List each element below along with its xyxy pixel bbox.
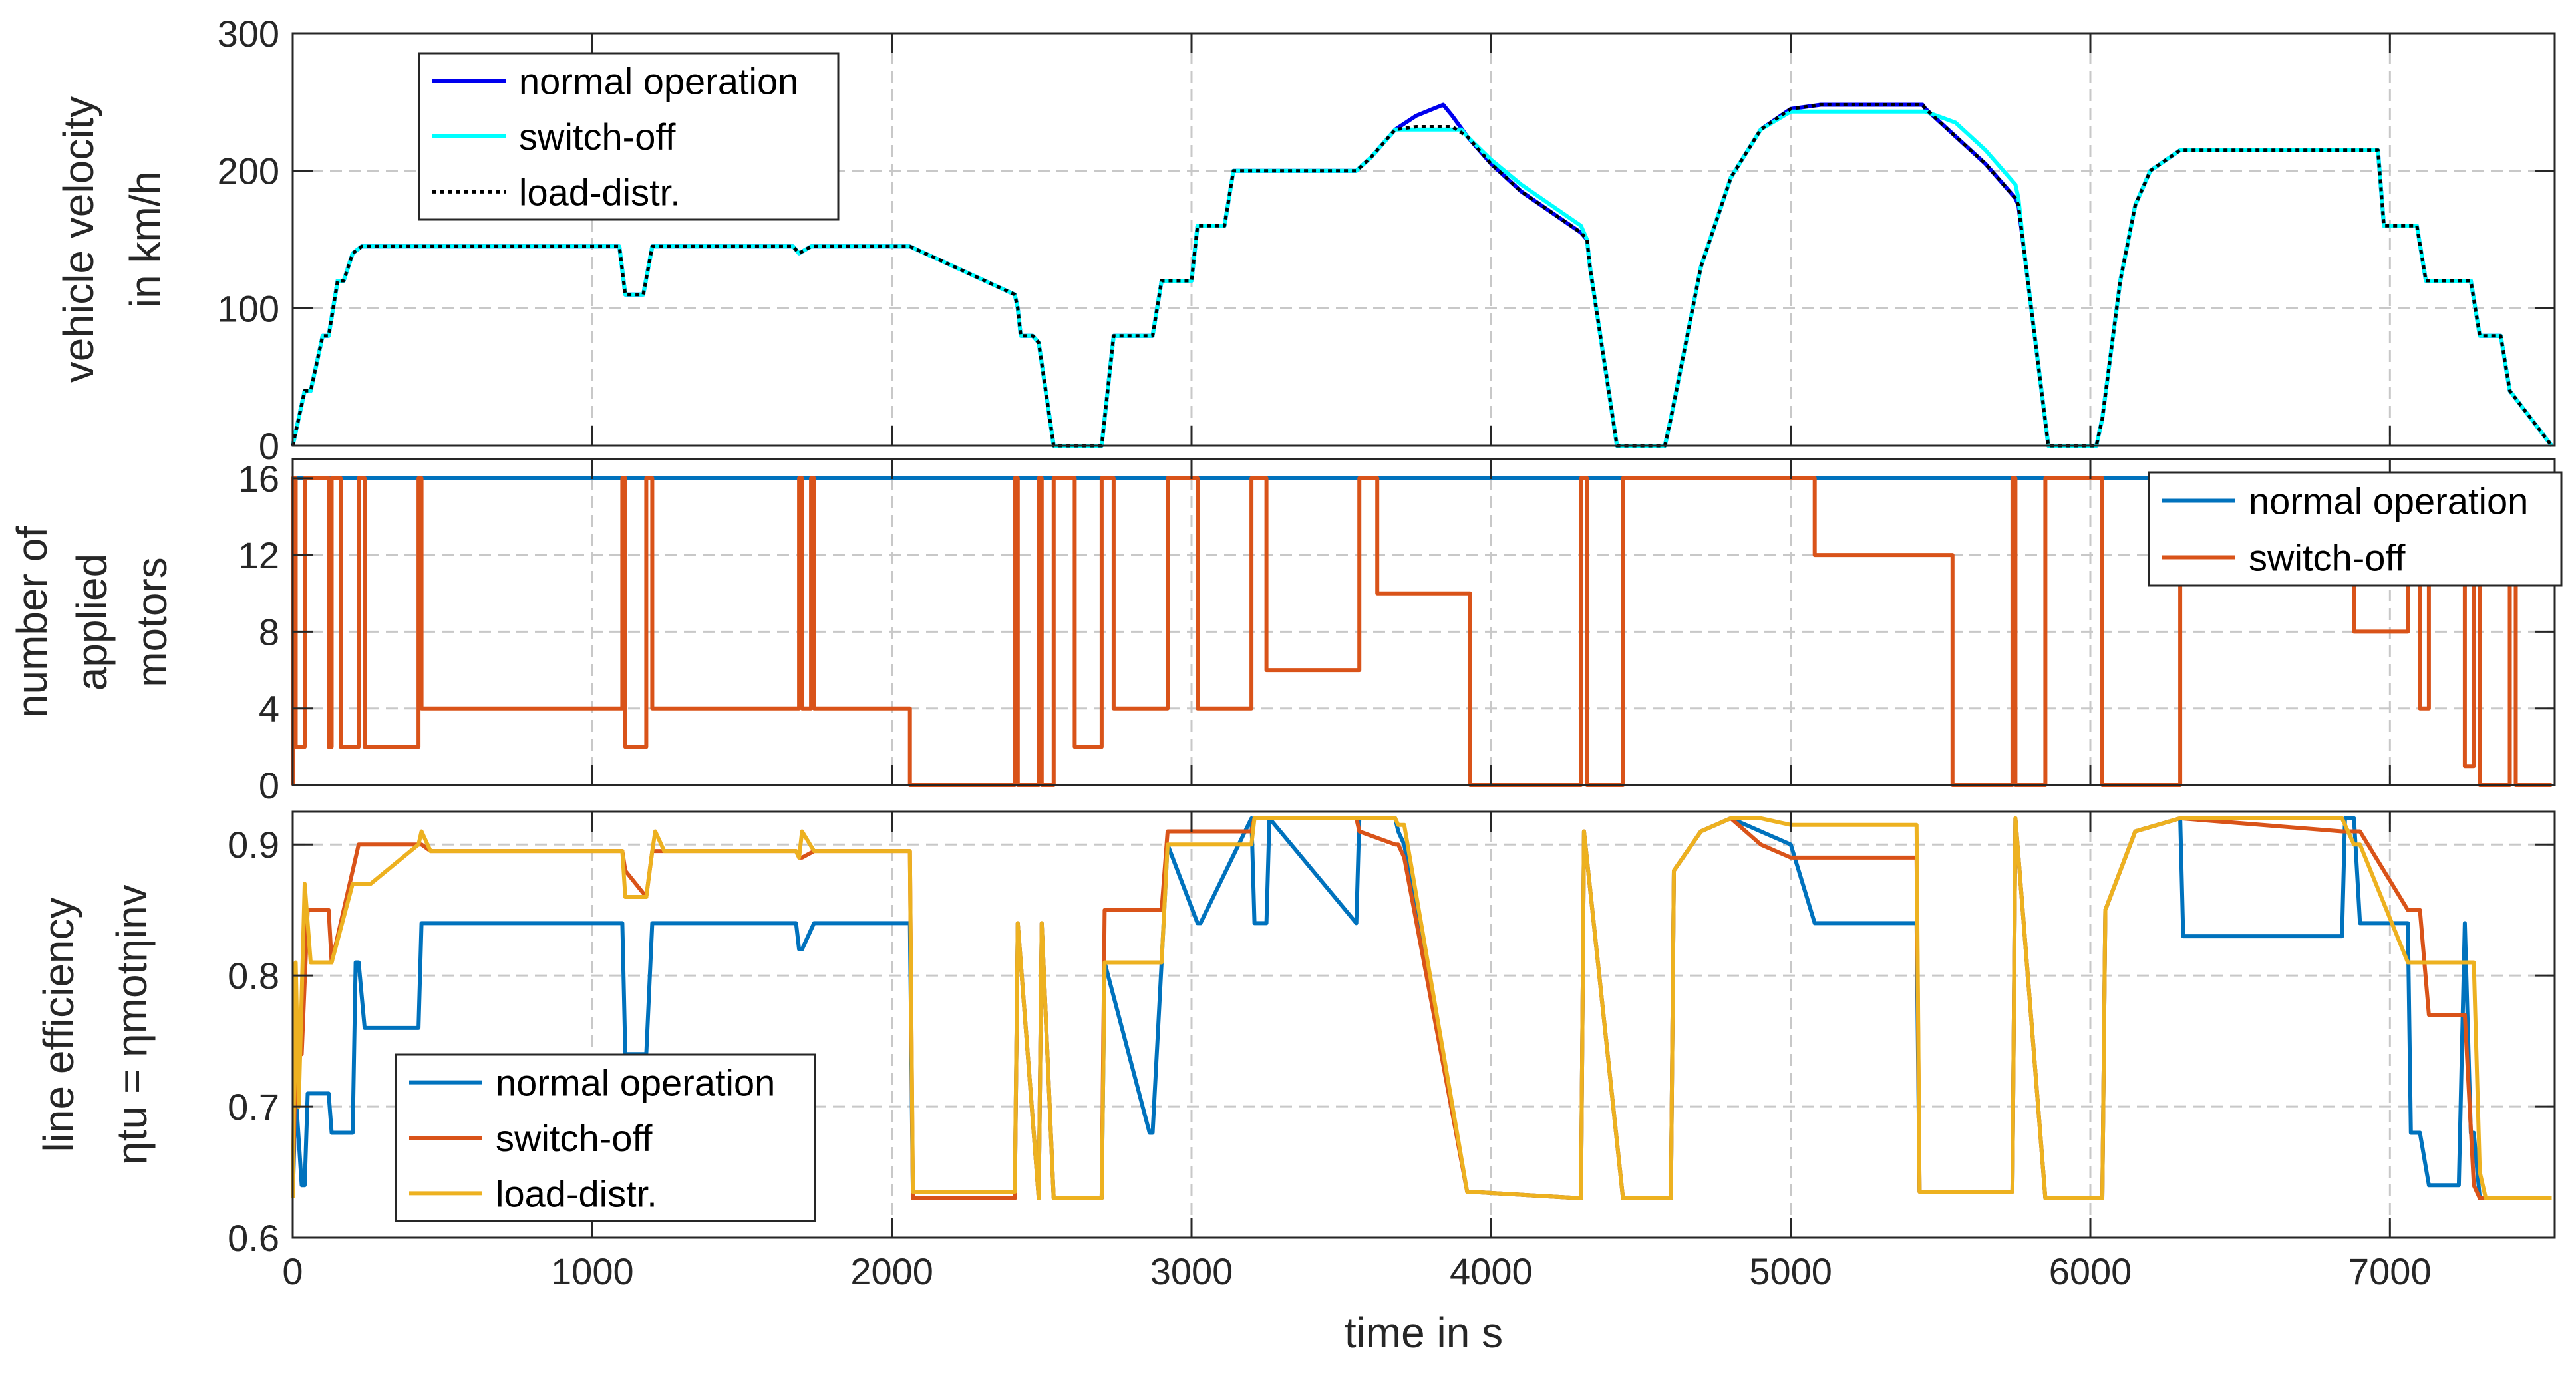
panel-velocity: 0 100 200 300 vehicle velocity in km/h normal … — [55, 13, 2556, 467]
y-tick-label: 300 — [218, 13, 279, 55]
x-tick-label: 4000 — [1450, 1250, 1533, 1292]
legend-label-switch-off: switch-off — [496, 1117, 653, 1159]
motors-y-axis-label: number of — [8, 526, 56, 718]
efficiency-x-ticks: 0 1000 2000 3000 4000 5000 6000 7000 — [282, 812, 2432, 1292]
motors-legend: normal operation switch-off — [2148, 471, 2563, 587]
y-tick-label: 0.9 — [228, 824, 279, 866]
x-axis-label: time in s — [1345, 1309, 1503, 1357]
x-tick-label: 5000 — [1749, 1250, 1832, 1292]
series-line-switch-off — [291, 816, 2552, 1200]
legend-label-normal-operation: normal operation — [2249, 480, 2528, 522]
velocity-y-ticks: 0 100 200 300 — [218, 13, 2555, 467]
y-tick-label: 4 — [259, 688, 279, 730]
y-tick-label: 200 — [218, 150, 279, 192]
series-line-load-distr — [291, 816, 2552, 1200]
velocity-axes-box — [291, 32, 2556, 447]
y-tick-label: 0.7 — [228, 1086, 279, 1128]
velocity-legend: normal operation switch-off load-distr. — [418, 52, 840, 221]
legend-label-load-distr: load-distr. — [496, 1172, 657, 1214]
y-tick-label: 100 — [218, 287, 279, 329]
y-tick-label: 16 — [238, 458, 279, 500]
y-tick-label: 0.6 — [228, 1217, 279, 1259]
motors-x-ticks — [291, 459, 2391, 785]
series-line-load-distr — [291, 103, 2553, 448]
x-tick-label: 0 — [282, 1250, 303, 1292]
efficiency-legend: normal operation switch-off load-distr. — [395, 1053, 816, 1222]
x-tick-label: 6000 — [2049, 1250, 2132, 1292]
y-tick-label: 0.8 — [228, 955, 279, 997]
y-tick-label: 8 — [259, 611, 279, 653]
legend-box — [2148, 471, 2563, 587]
motors-axes-box — [291, 458, 2556, 786]
panels: 0 100 200 300 vehicle velocity in km/h normal … — [8, 13, 2563, 1357]
motors-y-axis-label: applied — [68, 554, 116, 691]
y-tick-label: 0 — [259, 425, 279, 467]
efficiency-axes-box — [291, 810, 2556, 1239]
legend-label-switch-off: switch-off — [519, 116, 676, 158]
velocity-y-axis-label: in km/h — [121, 171, 169, 308]
velocity-y-axis-label: vehicle velocity — [55, 96, 102, 383]
efficiency-y-axis-label: ηtu = ηmotηinv — [108, 884, 156, 1165]
efficiency-y-ticks: 0.6 0.7 0.8 0.9 — [228, 824, 2555, 1259]
motors-y-axis-label: motors — [128, 557, 176, 687]
y-tick-label: 12 — [238, 534, 279, 576]
x-tick-label: 7000 — [2348, 1250, 2432, 1292]
x-tick-label: 2000 — [850, 1250, 933, 1292]
motors-y-ticks: 0 4 8 12 16 — [238, 458, 2555, 806]
panel-efficiency: 0.6 0.7 0.8 0.9 0 1000 2000 3000 4000 5000 6000 700… — [35, 810, 2556, 1357]
velocity-series — [291, 102, 2553, 448]
legend-label-load-distr: load-distr. — [519, 171, 681, 213]
panel-motors: 0 4 8 12 16 number of applied motors normal oper… — [8, 458, 2563, 806]
efficiency-y-axis-label: line efficiency — [35, 897, 82, 1152]
legend-label-normal-operation: normal operation — [496, 1062, 775, 1104]
x-tick-label: 1000 — [551, 1250, 634, 1292]
legend-label-normal-operation: normal operation — [519, 61, 798, 102]
velocity-x-ticks — [291, 33, 2391, 446]
y-tick-label: 0 — [259, 765, 279, 806]
legend-label-switch-off: switch-off — [2249, 537, 2406, 579]
x-tick-label: 3000 — [1150, 1250, 1233, 1292]
